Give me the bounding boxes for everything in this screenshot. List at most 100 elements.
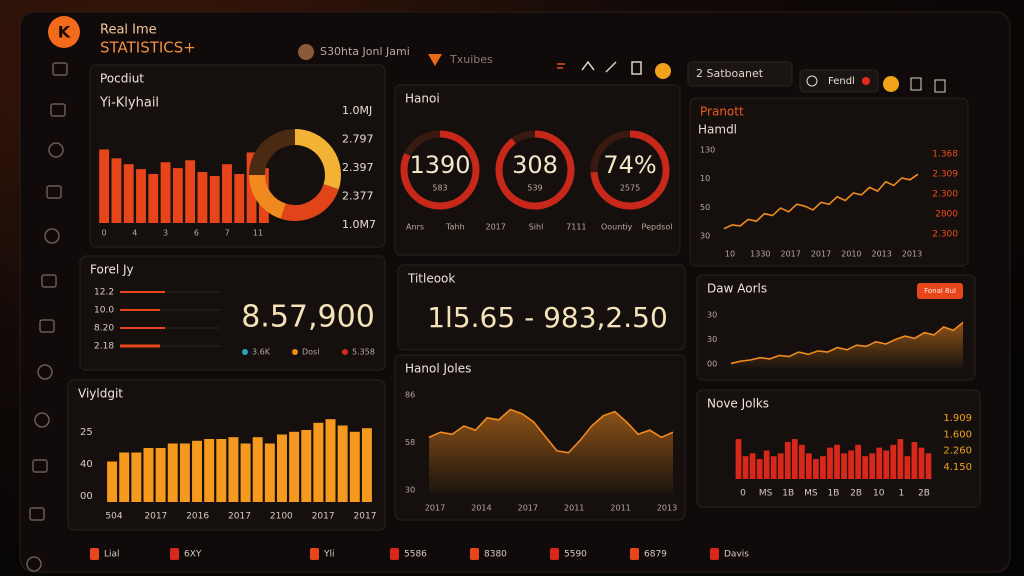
line (730, 321, 964, 365)
bar (791, 439, 798, 479)
panel-title: Daw Aorls (707, 282, 767, 296)
panel-title: Pranott (700, 105, 744, 119)
footer-label: Lial (104, 550, 120, 560)
status-box[interactable] (687, 61, 793, 87)
panel-button[interactable] (917, 283, 963, 299)
tab-icon (428, 54, 442, 66)
sidebar-icon[interactable] (44, 228, 60, 244)
bar (204, 439, 215, 502)
logo[interactable] (48, 16, 80, 48)
header-icon[interactable] (910, 77, 922, 91)
x-label: 6 (194, 229, 199, 238)
bar (131, 452, 142, 502)
panel-title: Hanol Joles (405, 362, 471, 376)
bar (301, 430, 312, 502)
x-label: 2017 (518, 504, 538, 513)
sidebar-icon[interactable] (52, 62, 68, 76)
big-number: 1l5.65 - 983,2.50 (427, 301, 668, 334)
area (429, 409, 673, 494)
footer-icon[interactable] (310, 548, 319, 560)
bar (222, 164, 232, 223)
sidebar-icon[interactable] (34, 412, 50, 428)
toolbar-icon[interactable] (655, 63, 671, 79)
toolbar-icon[interactable] (631, 61, 642, 75)
sidebar-icon[interactable] (50, 103, 66, 117)
bar (813, 459, 819, 479)
sidebar-icon[interactable] (41, 274, 57, 288)
right-label: 4.150 (943, 462, 972, 473)
sidebar-icon[interactable] (39, 319, 55, 333)
toolbar (557, 60, 642, 75)
sidebar-icon[interactable] (48, 142, 64, 158)
tab-label[interactable]: Txuibes (449, 53, 493, 66)
toolbar-icon[interactable] (605, 61, 617, 73)
button-label: Fendl (828, 76, 855, 87)
footer-icon[interactable] (630, 548, 639, 560)
bar (264, 443, 275, 502)
bar (756, 459, 763, 479)
line (428, 408, 674, 454)
bar (179, 443, 190, 502)
sidebar (26, 62, 68, 572)
avatar[interactable] (298, 44, 314, 60)
bar (848, 450, 854, 479)
button-icon (806, 75, 818, 87)
bar (185, 160, 196, 223)
bar (209, 175, 220, 223)
panel (397, 264, 686, 351)
footer-icon[interactable] (390, 548, 399, 560)
footer-icon[interactable] (470, 548, 479, 560)
bar (99, 149, 110, 223)
footer-icon[interactable] (710, 548, 719, 560)
bar (911, 441, 918, 479)
x-label: 2B (918, 489, 930, 499)
footer-icon[interactable] (170, 548, 179, 560)
legend-swatch (242, 349, 248, 355)
right-label: 2800 (935, 210, 958, 220)
y-label: 30 (707, 335, 717, 344)
x-label: 2017 (228, 512, 251, 522)
bar (234, 174, 245, 223)
right-label: 2.260 (943, 446, 972, 457)
sidebar-icon[interactable] (29, 507, 45, 521)
bar (918, 447, 925, 479)
bar (855, 444, 862, 479)
header-button[interactable] (799, 69, 879, 93)
y-label: 50 (700, 203, 710, 212)
x-label: 2014 (471, 504, 491, 513)
bar (192, 440, 202, 502)
right-label: 2.300 (932, 190, 958, 200)
x-label: 2017 (312, 512, 335, 522)
gauge-footer: Pepdsol (642, 223, 673, 232)
sidebar-icon[interactable] (37, 364, 53, 380)
button-label: Fonal 8ul (924, 287, 956, 295)
bar (148, 174, 159, 223)
right-label: 2.309 (932, 170, 958, 180)
panel (689, 97, 969, 267)
user-name[interactable]: S30hta Jonl Jami (320, 45, 410, 58)
legend-label: 5.358 (352, 348, 375, 357)
header-icon[interactable] (934, 79, 946, 93)
x-label: 2017 (354, 512, 377, 522)
bar (742, 456, 749, 479)
footer-icon[interactable] (90, 548, 99, 560)
toolbar-icon[interactable] (581, 60, 595, 71)
bar (862, 456, 869, 479)
x-label: 2017 (811, 250, 831, 259)
bar (240, 443, 251, 502)
sidebar-icon[interactable] (46, 185, 62, 199)
y-label: 40 (80, 459, 93, 470)
bar (798, 444, 805, 479)
y-label: 130 (700, 146, 715, 155)
x-label: 2010 (841, 250, 861, 259)
x-label: 2016 (186, 512, 209, 522)
row-label: 10.0 (94, 306, 114, 316)
footer-icon[interactable] (550, 548, 559, 560)
toolbar-icon[interactable] (557, 63, 565, 69)
sidebar-icon[interactable] (26, 556, 42, 572)
header-icon[interactable] (883, 76, 899, 92)
sidebar-icon[interactable] (32, 459, 48, 473)
x-label: 1 (899, 489, 905, 499)
